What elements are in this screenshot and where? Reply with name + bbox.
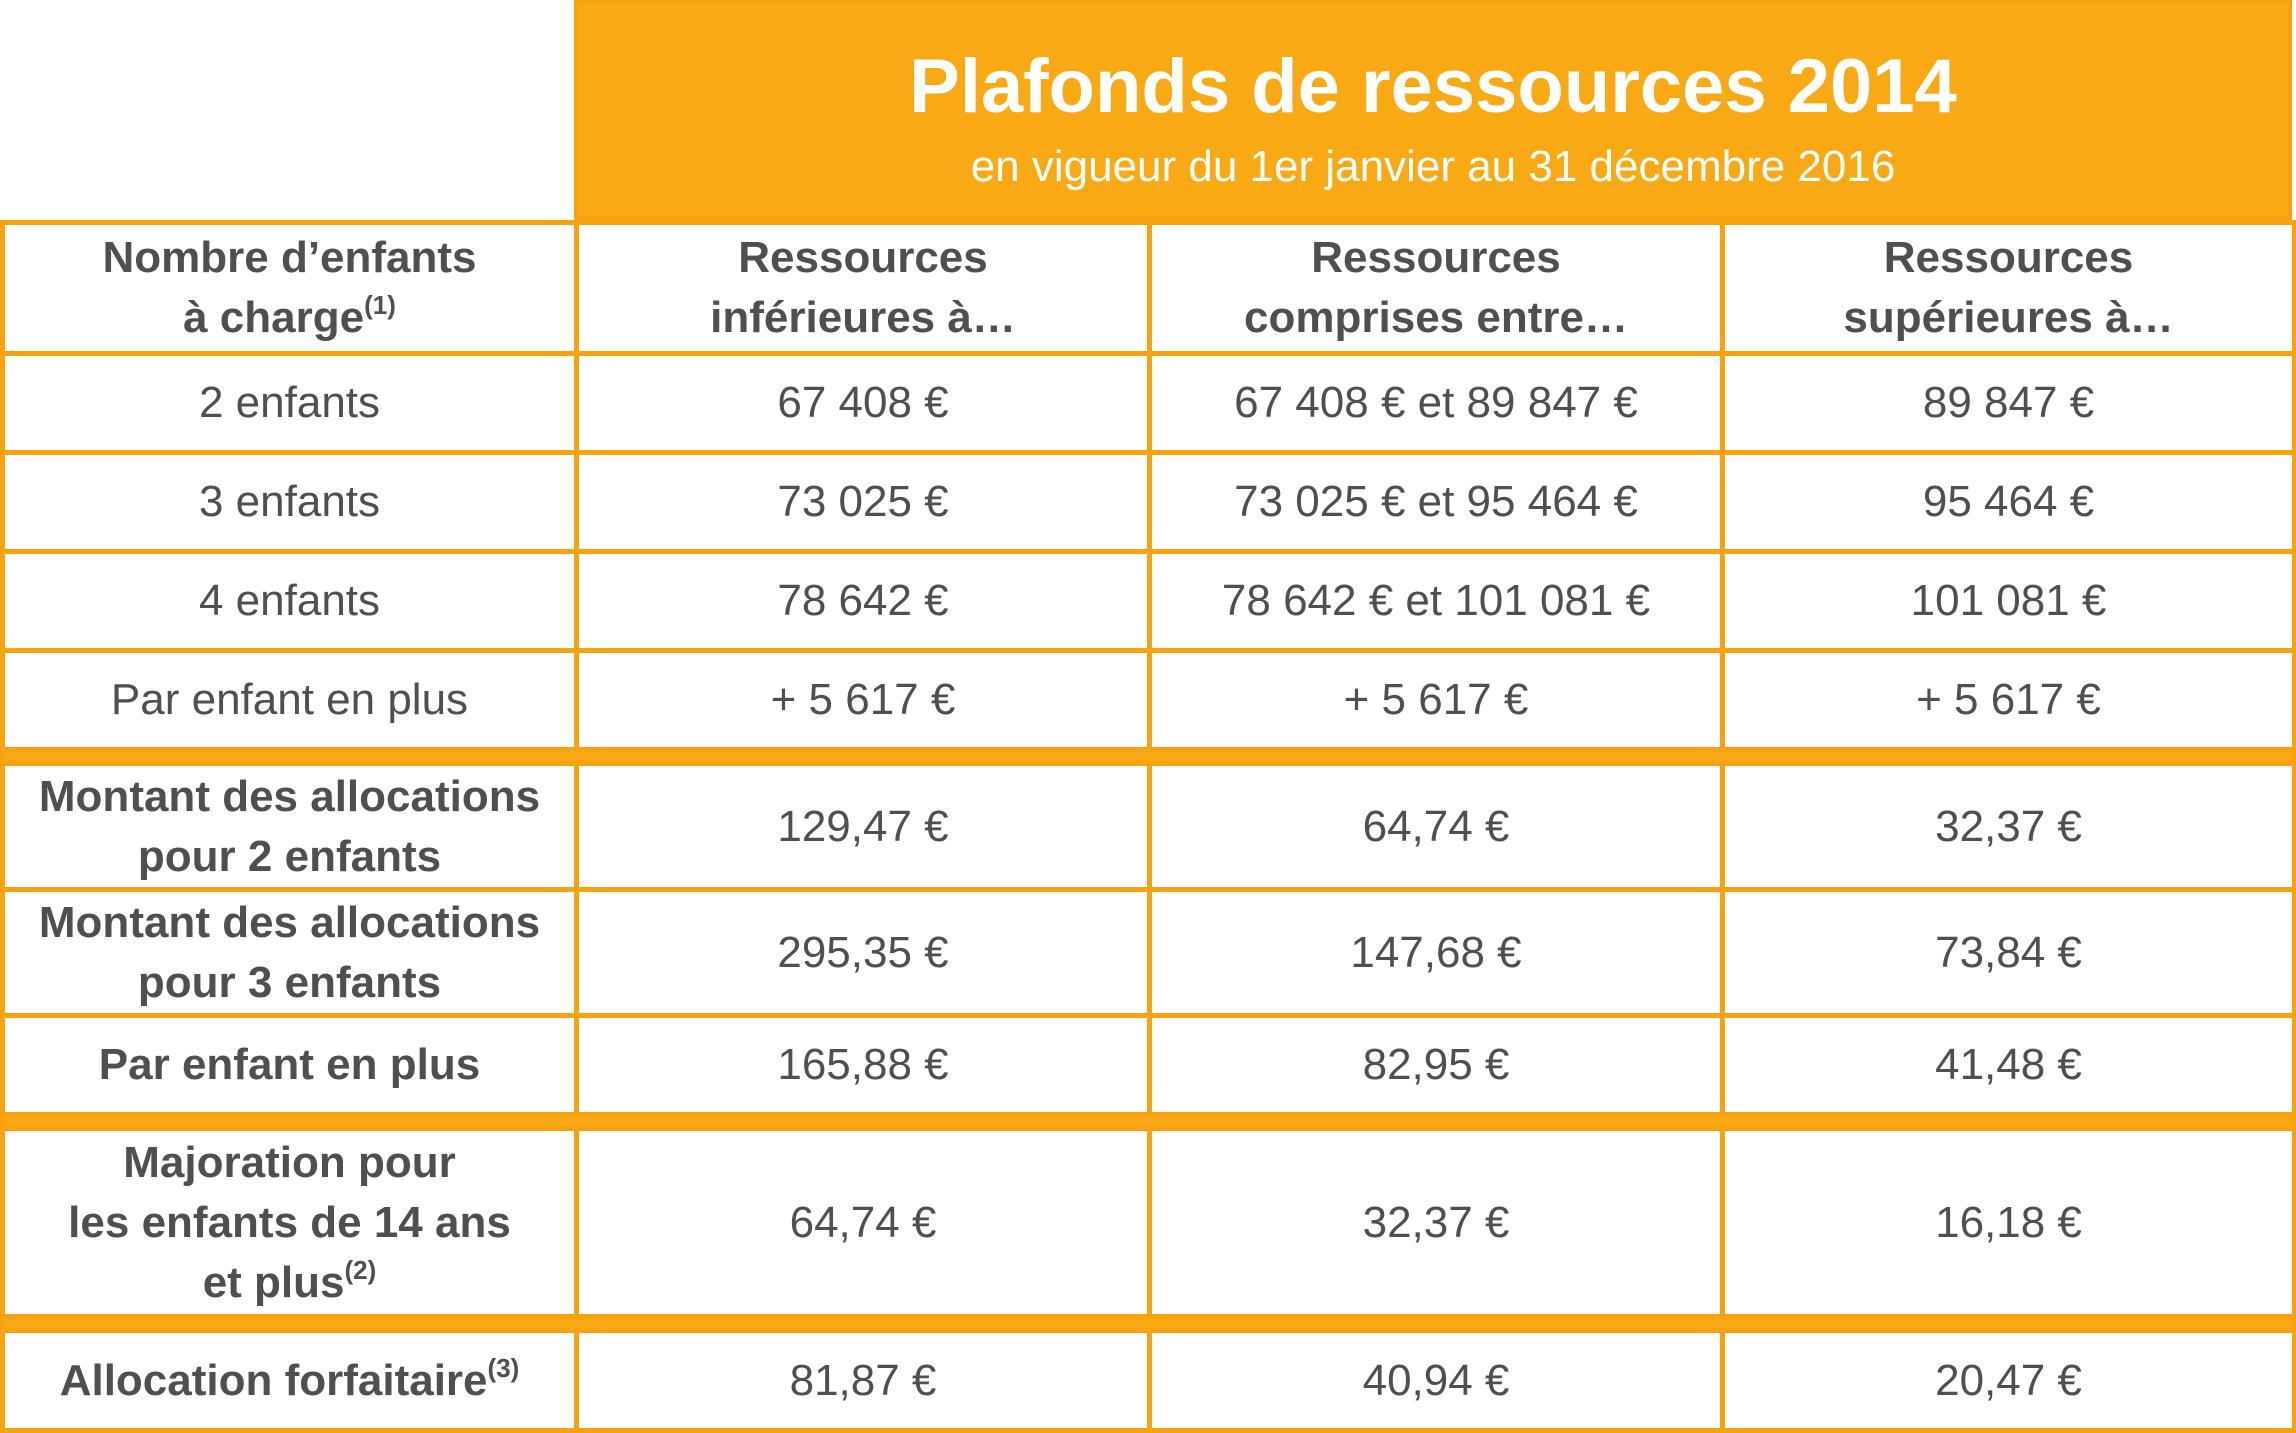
table-cell: + 5 617 € (574, 648, 1152, 752)
table-row: Allocation forfaitaire(3) 81,87 € 40,94 … (0, 1328, 2296, 1433)
table-row: Montant des allocations pour 2 enfants 1… (0, 761, 2296, 892)
table-cell: 165,88 € (574, 1013, 1152, 1117)
table-cell: 64,74 € (574, 1126, 1152, 1319)
column-header-below: Ressources inférieures à… (574, 220, 1152, 356)
divider-bar (0, 1314, 2296, 1333)
table-row: 3 enfants 73 025 € 73 025 € et 95 464 € … (0, 450, 2296, 554)
column-header-children: Nombre d’enfants à charge(1) (0, 220, 579, 356)
table-cell: 40,94 € (1147, 1328, 1725, 1433)
column-header-between: Ressources comprises entre… (1147, 220, 1725, 356)
table-cell: 16,18 € (1720, 1126, 2296, 1319)
table-cell: 89 847 € (1720, 351, 2296, 455)
table-cell: 32,37 € (1147, 1126, 1725, 1319)
column-header-above: Ressources supérieures à… (1720, 220, 2296, 356)
row-label: Allocation forfaitaire(3) (0, 1328, 579, 1433)
section-divider (0, 1112, 2296, 1131)
resources-table: Nombre d’enfants à charge(1) Ressources … (0, 220, 2296, 1433)
table-row: Montant des allocations pour 3 enfants 2… (0, 887, 2296, 1018)
table-cell: 81,87 € (574, 1328, 1152, 1433)
row-label: Par enfant en plus (0, 1013, 579, 1117)
table-cell: 95 464 € (1720, 450, 2296, 554)
row-label: Montant des allocations pour 2 enfants (0, 761, 579, 892)
table-cell: 73,84 € (1720, 887, 2296, 1018)
row-label: Par enfant en plus (0, 648, 579, 752)
table-cell: 32,37 € (1720, 761, 2296, 892)
table-cell: + 5 617 € (1720, 648, 2296, 752)
table-row: Majoration pour les enfants de 14 ans et… (0, 1126, 2296, 1319)
divider-bar (0, 1112, 2296, 1131)
table-cell: 64,74 € (1147, 761, 1725, 892)
table-cell: 147,68 € (1147, 887, 1725, 1018)
table-cell: + 5 617 € (1147, 648, 1725, 752)
table-row: 2 enfants 67 408 € 67 408 € et 89 847 € … (0, 351, 2296, 455)
table-cell: 73 025 € et 95 464 € (1147, 450, 1725, 554)
table-cell: 20,47 € (1720, 1328, 2296, 1433)
table-cell: 67 408 € et 89 847 € (1147, 351, 1725, 455)
table-row: 4 enfants 78 642 € 78 642 € et 101 081 €… (0, 549, 2296, 653)
row-label: 3 enfants (0, 450, 579, 554)
table-cell: 67 408 € (574, 351, 1152, 455)
table-cell: 101 081 € (1720, 549, 2296, 653)
section-divider (0, 1314, 2296, 1333)
divider-bar (0, 747, 2296, 766)
row-label: Montant des allocations pour 3 enfants (0, 887, 579, 1018)
row-label: 2 enfants (0, 351, 579, 455)
table-header-banner: Plafonds de ressources 2014 en vigueur d… (574, 0, 2292, 220)
column-header-row: Nombre d’enfants à charge(1) Ressources … (0, 220, 2296, 356)
table-cell: 295,35 € (574, 887, 1152, 1018)
table-row: Par enfant en plus + 5 617 € + 5 617 € +… (0, 648, 2296, 752)
row-label: 4 enfants (0, 549, 579, 653)
table-cell: 78 642 € (574, 549, 1152, 653)
table-cell: 129,47 € (574, 761, 1152, 892)
page-subtitle: en vigueur du 1er janvier au 31 décembre… (970, 142, 1896, 191)
page-title: Plafonds de ressources 2014 (909, 44, 1957, 129)
row-label: Majoration pour les enfants de 14 ans et… (0, 1126, 579, 1319)
table-cell: 78 642 € et 101 081 € (1147, 549, 1725, 653)
table-row: Par enfant en plus 165,88 € 82,95 € 41,4… (0, 1013, 2296, 1117)
table-cell: 73 025 € (574, 450, 1152, 554)
table-cell: 41,48 € (1720, 1013, 2296, 1117)
section-divider (0, 747, 2296, 766)
table-cell: 82,95 € (1147, 1013, 1725, 1117)
